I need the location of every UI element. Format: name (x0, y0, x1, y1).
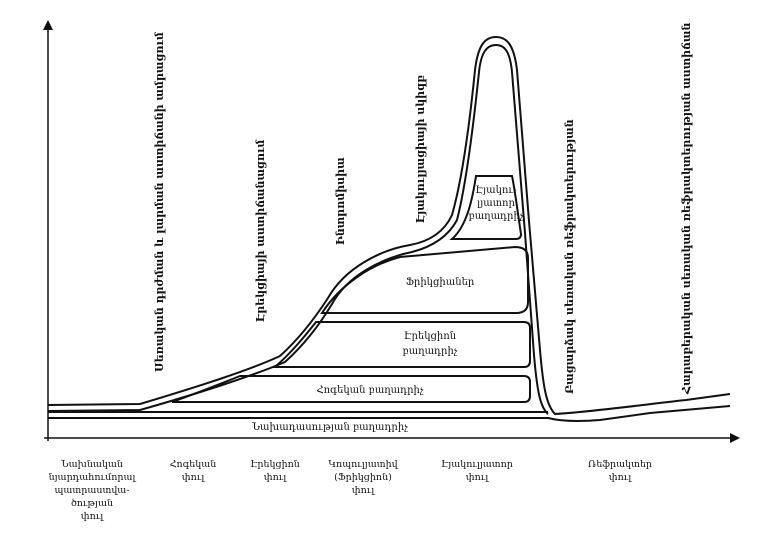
friction-band-shape (320, 245, 529, 314)
ejaculation-start-label: Էյակուլյացիայի սկիզբ (414, 75, 427, 223)
intromission-label: Ինտրոմիսիա (334, 157, 347, 245)
absolute-refractory-label: Բացարձակ սեռական ռեֆրակտերության (563, 119, 576, 394)
phase-label-copulative: Կոպուլյատիվ (Ֆրիկցիոն) փուլ (328, 459, 398, 496)
phase-label-refractory: Ռեֆրակտեր փուլ (587, 459, 653, 483)
ejaculatory-band-label-line3: բաղադրիչ (469, 211, 524, 222)
simple-band-shape (171, 375, 531, 403)
phase-label-preparatory: Նախնական նյարդահումորալ պատրաստվա- ծությ… (48, 459, 136, 522)
base-band-label: Նախադասության բաղադրիչ (251, 422, 408, 433)
base-channel-bottom (48, 405, 731, 423)
phase-label-ejaculatory: Էյակուլյատոր փուլ (441, 459, 513, 483)
ejaculatory-band-shape (449, 175, 523, 240)
phase-label-erection: Էրեկցիոն փուլ (250, 459, 300, 483)
erection-gradation-label: Էրեկցիայի աստիճանացում (254, 140, 267, 322)
relative-refractory-label: Հարաբերական սեռական ռեֆրակտերության աստի… (680, 23, 693, 395)
ejaculatory-band-label-line1: Էյակու- (475, 185, 516, 196)
erection-band-label-line2: բաղադրիչ (403, 346, 458, 357)
phase-label-psychic: Հոգեկան փուլ (169, 459, 217, 483)
friction-band-label: Ֆրիկցիաներ (406, 277, 475, 288)
simple-band-label: Հոգեկան բաղադրիչ (316, 385, 423, 396)
ejaculatory-band-label-line2: լյատոր (477, 198, 515, 209)
outer-envelope-curve (47, 35, 731, 416)
erection-band-label-line1: Էրեկցիոն (404, 331, 457, 342)
erotic-stimulation-label: Սեռական դրժման և լարման աստիճանի ամրացու… (153, 32, 166, 372)
erection-band-shape (272, 321, 531, 368)
inner-envelope-curve (47, 43, 549, 415)
